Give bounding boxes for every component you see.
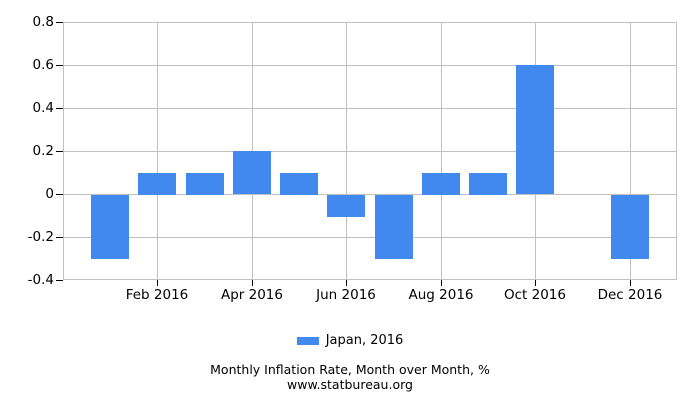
gridline-horizontal — [63, 279, 677, 280]
gridline-horizontal — [63, 151, 677, 152]
plot-area — [63, 22, 677, 280]
x-axis-tick — [441, 280, 442, 286]
gridline-horizontal — [63, 108, 677, 109]
y-axis-label: 0.6 — [32, 57, 54, 73]
x-axis-tick — [535, 280, 536, 286]
x-axis-label: Jun 2016 — [316, 287, 376, 303]
chart-source: www.statbureau.org — [287, 376, 413, 392]
gridline-horizontal — [63, 194, 677, 195]
legend-swatch — [296, 336, 319, 345]
x-axis-label: Apr 2016 — [220, 287, 283, 303]
y-axis-label: 0.8 — [32, 14, 54, 30]
x-axis-label: Feb 2016 — [125, 287, 189, 303]
bar-aug-2016 — [422, 172, 460, 195]
bar-jul-2016 — [375, 195, 413, 259]
y-axis-tick — [56, 194, 63, 195]
x-axis-tick — [157, 280, 158, 286]
y-axis-tick — [56, 151, 63, 152]
gridline-horizontal — [63, 22, 677, 23]
legend: Japan, 2016 — [0, 333, 700, 348]
x-axis-tick — [252, 280, 253, 286]
y-axis-line — [63, 22, 64, 280]
y-axis-tick — [56, 65, 63, 66]
bar-may-2016 — [280, 172, 318, 195]
bar-oct-2016 — [516, 65, 554, 194]
gridline-vertical — [346, 22, 347, 280]
bar-apr-2016 — [233, 151, 271, 194]
gridline-horizontal — [63, 237, 677, 238]
y-axis-label: 0 — [45, 186, 54, 202]
chart-title: Monthly Inflation Rate, Month over Month… — [210, 362, 490, 377]
bar-mar-2016 — [186, 172, 224, 195]
plot-border-right — [676, 22, 677, 280]
gridline-vertical — [630, 22, 631, 280]
bar-feb-2016 — [138, 172, 176, 195]
x-axis-tick — [346, 280, 347, 286]
y-axis-label: 0.4 — [32, 100, 54, 116]
gridline-horizontal — [63, 65, 677, 66]
legend-label: Japan, 2016 — [325, 333, 404, 348]
y-axis-label: -0.2 — [27, 229, 54, 245]
y-axis-label: 0.2 — [32, 143, 54, 159]
y-axis-tick — [56, 237, 63, 238]
title-block: Monthly Inflation Rate, Month over Month… — [0, 362, 700, 393]
x-axis-label: Aug 2016 — [408, 287, 474, 303]
gridline-vertical — [441, 22, 442, 280]
y-axis-label: -0.4 — [27, 272, 54, 288]
y-axis-tick — [56, 22, 63, 23]
gridline-vertical — [157, 22, 158, 280]
bar-dec-2016 — [611, 195, 649, 259]
bar-sep-2016 — [469, 172, 507, 195]
y-axis-tick — [56, 108, 63, 109]
x-axis-tick — [630, 280, 631, 286]
y-axis-tick — [56, 280, 63, 281]
x-axis-label: Dec 2016 — [597, 287, 663, 303]
bar-jun-2016 — [327, 195, 365, 217]
bar-jan-2016 — [91, 195, 129, 259]
x-axis-label: Oct 2016 — [504, 287, 566, 303]
